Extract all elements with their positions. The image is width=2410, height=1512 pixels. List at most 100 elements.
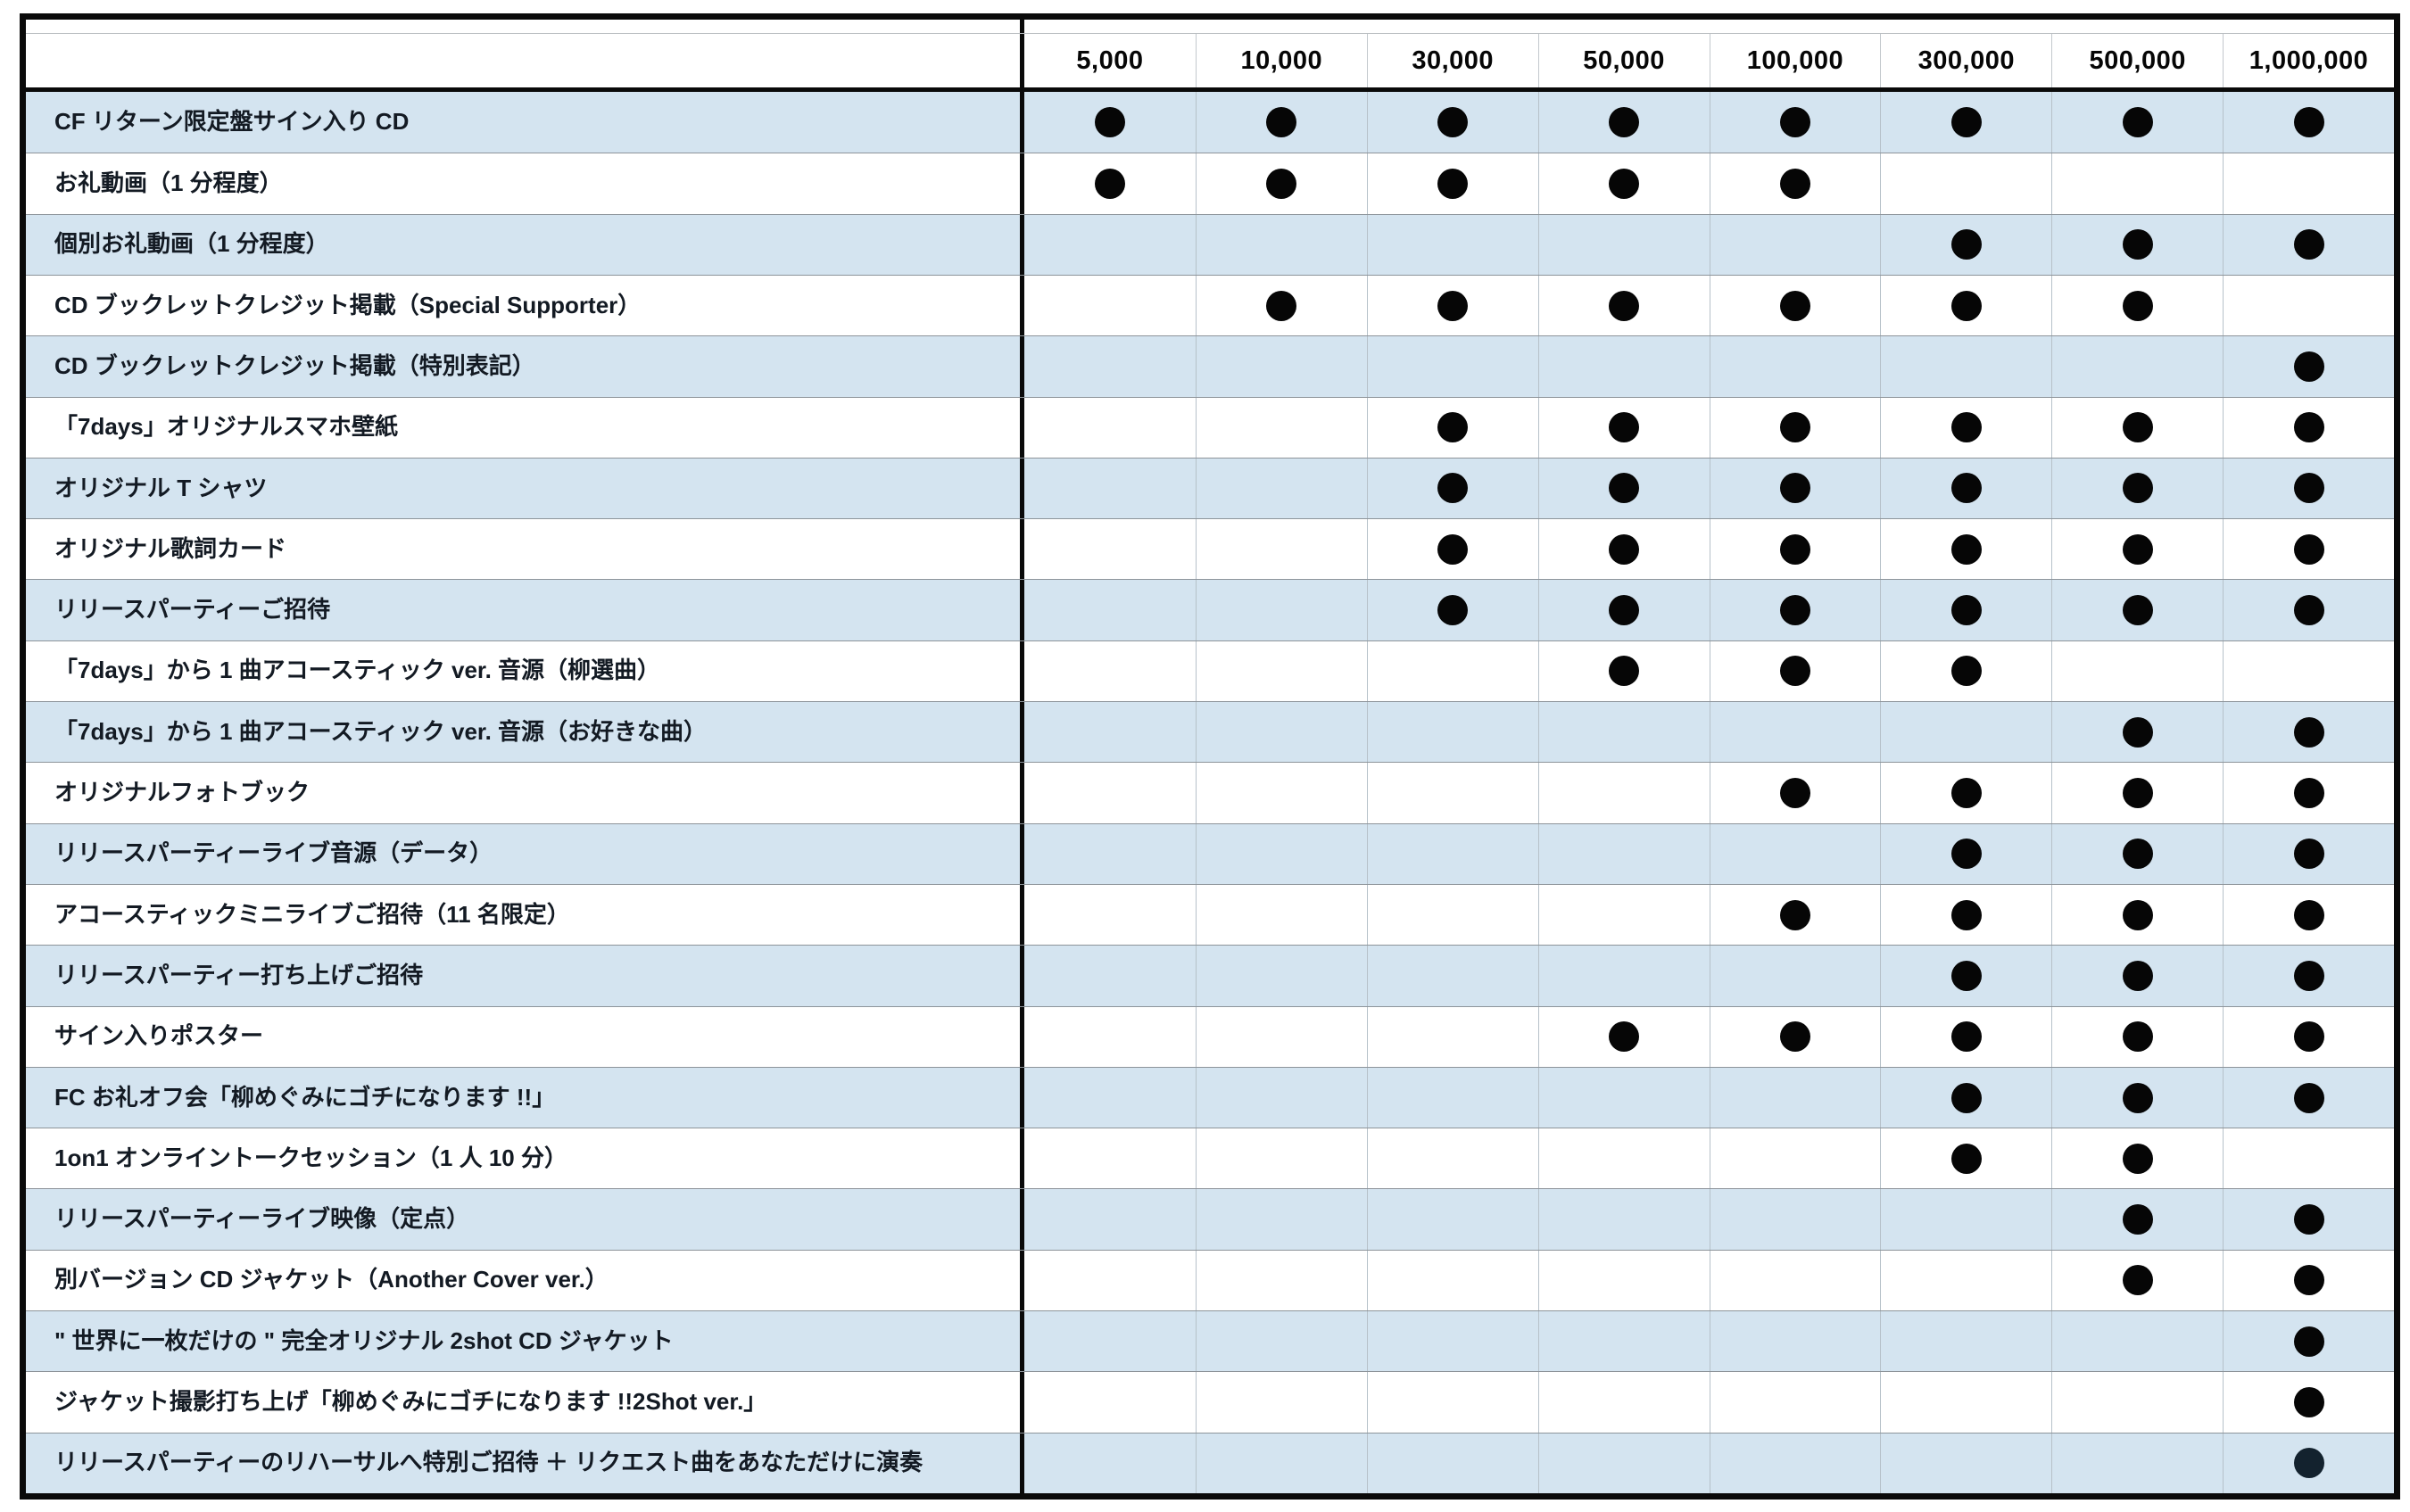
mark-cell — [1024, 153, 1196, 213]
included-dot — [2293, 229, 2324, 260]
reward-label: リリースパーティーのリハーサルへ特別ご招待 ＋ リクエスト曲をあなただけに演奏 — [54, 1449, 923, 1476]
mark-cell — [2223, 702, 2394, 763]
mark-cell — [2051, 702, 2223, 763]
tier-header-500000: 500,000 — [2051, 34, 2223, 87]
included-dot — [2293, 1265, 2324, 1296]
included-dot — [1779, 1021, 1810, 1053]
reward-label: アコースティックミニライブご招待（11 名限定） — [54, 900, 570, 928]
included-dot — [2122, 777, 2153, 808]
included-dot — [2122, 960, 2153, 991]
mark-cell — [1195, 275, 1367, 336]
mark-cell — [1366, 1189, 1538, 1250]
mark-cell — [1880, 92, 2051, 153]
included-dot — [2122, 1265, 2153, 1296]
mark-cell — [1537, 1433, 1710, 1493]
mark-cell — [2051, 884, 2223, 946]
mark-cell — [2223, 946, 2394, 1006]
included-dot — [1094, 107, 1125, 138]
mark-cell — [1709, 580, 1881, 640]
included-dot — [1779, 533, 1810, 565]
mark-cell — [1709, 275, 1881, 336]
mark-cell — [2051, 92, 2223, 153]
mark-cell — [1880, 275, 2051, 336]
reward-row: 別バージョン CD ジャケット（Another Cover ver.） — [26, 1249, 2394, 1311]
mark-cell — [1880, 946, 2051, 1006]
reward-row: 「7days」オリジナルスマホ壁紙 — [26, 396, 2394, 458]
mark-cell — [1880, 1067, 2051, 1128]
mark-cell — [1709, 92, 1881, 153]
mark-cell — [1709, 702, 1881, 763]
header-label-cell — [26, 34, 1024, 87]
mark-cell — [1537, 946, 1710, 1006]
mark-cell — [1024, 1128, 1196, 1188]
included-dot — [1609, 412, 1640, 443]
reward-row: オリジナルフォトブック — [26, 762, 2394, 823]
mark-cell — [1709, 1311, 1881, 1372]
mark-cell — [1537, 1067, 1710, 1128]
mark-cell — [1709, 336, 1881, 397]
mark-cell — [2223, 1067, 2394, 1128]
reward-label-cell: " 世界に一枚だけの " 完全オリジナル 2shot CD ジャケット — [26, 1311, 1024, 1372]
mark-cell — [2051, 1250, 2223, 1311]
reward-row: リリースパーティーライブ音源（データ） — [26, 822, 2394, 884]
mark-cell — [1537, 519, 1710, 580]
reward-label: FC お礼オフ会「柳めぐみにゴチになります !!」 — [54, 1083, 556, 1111]
mark-cell — [1024, 580, 1196, 640]
included-dot — [2122, 839, 2153, 870]
mark-cell — [1709, 1189, 1881, 1250]
reward-label: リリースパーティー打ち上げご招待 — [54, 961, 424, 988]
mark-cell — [2223, 1128, 2394, 1189]
included-dot — [1266, 168, 1297, 199]
mark-cell — [1195, 1006, 1367, 1067]
header-top-strip — [26, 20, 2394, 34]
reward-label: オリジナル歌詞カード — [54, 534, 287, 562]
tier-header-30000: 30,000 — [1366, 34, 1538, 87]
mark-cell — [1195, 702, 1367, 763]
reward-label-cell: アコースティックミニライブご招待（11 名限定） — [26, 884, 1024, 946]
mark-cell — [1537, 336, 1710, 397]
tier-header-5000: 5,000 — [1076, 45, 1144, 75]
reward-label: リリースパーティーライブ映像（定点） — [54, 1205, 470, 1233]
included-dot — [2293, 1082, 2324, 1113]
included-dot — [1779, 899, 1810, 930]
mark-cell — [2051, 1006, 2223, 1067]
mark-cell — [1709, 1006, 1881, 1067]
mark-cell — [1024, 1189, 1196, 1249]
included-dot — [1950, 107, 1982, 138]
mark-cell — [1537, 458, 1710, 519]
mark-cell — [1537, 1311, 1710, 1372]
mark-cell — [1195, 1250, 1367, 1311]
mark-cell — [1024, 1068, 1196, 1128]
mark-cell — [1537, 884, 1710, 946]
mark-cell — [1195, 519, 1367, 580]
included-dot — [2122, 1021, 2153, 1053]
reward-label-cell: ジャケット撮影打ち上げ「柳めぐみにゴチになります !!2Shot ver.」 — [26, 1372, 1024, 1433]
included-dot — [2122, 412, 2153, 443]
mark-cell — [2051, 1067, 2223, 1128]
included-dot — [1779, 168, 1810, 199]
mark-cell — [1366, 397, 1538, 458]
included-dot — [1609, 290, 1640, 321]
mark-cell — [2223, 823, 2394, 884]
mark-cell — [2051, 1189, 2223, 1250]
mark-cell — [2051, 153, 2223, 214]
mark-cell — [2223, 336, 2394, 397]
reward-row: CF リターン限定盤サイン入り CD — [26, 92, 2394, 153]
reward-label: リリースパーティーライブ音源（データ） — [54, 839, 493, 867]
reward-label-cell: オリジナル T シャツ — [26, 458, 1024, 519]
included-dot — [1779, 656, 1810, 687]
reward-label: サイン入りポスター — [54, 1022, 264, 1050]
included-dot — [1609, 107, 1640, 138]
mark-cell — [2051, 763, 2223, 823]
included-dot — [2122, 533, 2153, 565]
included-dot — [1950, 595, 1982, 626]
included-dot — [1437, 107, 1469, 138]
reward-label-cell: リリースパーティーライブ音源（データ） — [26, 823, 1024, 884]
included-dot — [1779, 595, 1810, 626]
mark-cell — [1537, 763, 1710, 823]
mark-cell — [1709, 884, 1881, 946]
mark-cell — [1709, 397, 1881, 458]
tier-header-50000: 50,000 — [1537, 34, 1710, 87]
mark-cell — [1366, 702, 1538, 763]
mark-cell — [1195, 214, 1367, 275]
